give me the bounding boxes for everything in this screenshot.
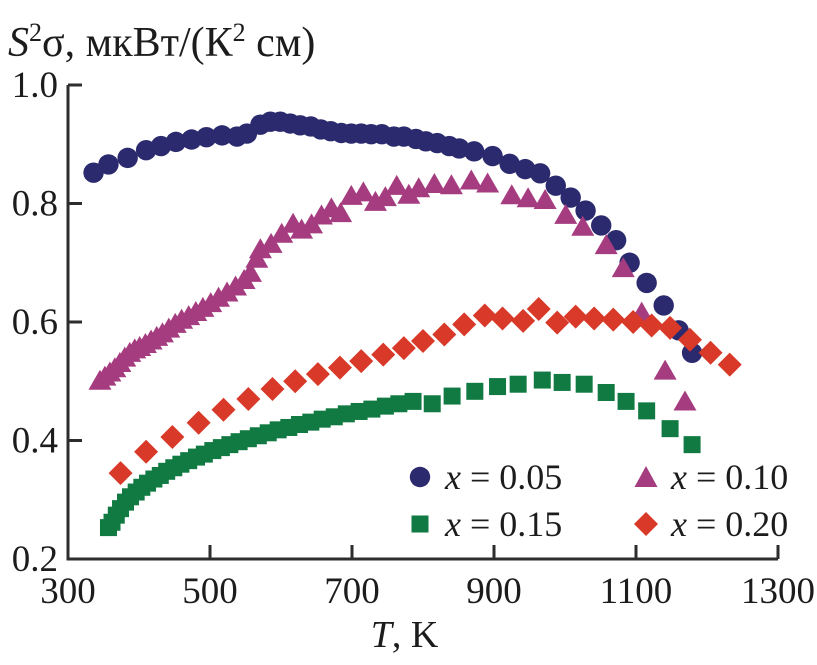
legend-value: = 0.05: [460, 457, 563, 497]
title-units-left: σ, мкВт/(К: [42, 20, 233, 66]
series-x-0.05: [83, 111, 703, 364]
legend-var: x: [445, 457, 461, 497]
circle-marker-icon: [409, 466, 431, 488]
x-tick-label: 1100: [600, 571, 673, 612]
y-tick-label: 0.6: [12, 302, 58, 343]
tick-labels: 0.2 0.4 0.6 0.8 1.0 300 500 700 900 1100 1300: [12, 65, 815, 612]
legend-var: x: [671, 457, 687, 497]
legend-label: x = 0.20: [671, 503, 788, 545]
legend-value: = 0.10: [686, 457, 789, 497]
legend-item-x-0.20: x = 0.20: [633, 503, 788, 545]
x-tick-label: 500: [182, 571, 238, 612]
y-tick-label: 0.8: [12, 184, 58, 225]
x-tick-label: 1300: [741, 571, 815, 612]
legend-item-x-0.10: x = 0.10: [633, 456, 788, 498]
x-axis-label: T, K: [0, 613, 813, 657]
y-tick-label: 1.0: [12, 65, 58, 106]
diamond-marker-icon: [634, 512, 658, 536]
series-x-0.10: [88, 169, 697, 411]
title-superscript: 2: [29, 18, 42, 47]
y-tick-label: 0.4: [12, 421, 58, 462]
legend-value: = 0.20: [686, 504, 789, 544]
legend-item-x-0.05: x = 0.05: [407, 456, 562, 498]
chart-title: S2σ, мкВт/(К2 см): [8, 10, 315, 66]
legend-item-x-0.15: x = 0.15: [407, 503, 562, 545]
legend-var: x: [445, 504, 461, 544]
x-axis-units: , K: [391, 614, 439, 656]
square-marker-icon: [411, 515, 429, 533]
series-x-0.20: [108, 296, 742, 486]
axis-lines: [66, 85, 778, 561]
title-units-superscript: 2: [232, 18, 246, 47]
y-tick-label: 0.2: [12, 539, 58, 580]
axes: [66, 83, 780, 561]
legend-label: x = 0.10: [671, 456, 788, 498]
legend-label: x = 0.05: [445, 456, 562, 498]
title-units-right: см): [245, 20, 316, 66]
x-axis-variable: T: [370, 614, 392, 656]
legend-var: x: [671, 504, 687, 544]
legend-value: = 0.15: [460, 504, 563, 544]
triangle-marker-icon: [634, 466, 658, 487]
legend-label: x = 0.15: [445, 503, 562, 545]
x-tick-label: 700: [324, 571, 380, 612]
x-tick-label: 300: [40, 571, 96, 612]
title-symbol: S: [8, 20, 29, 66]
x-tick-label: 900: [466, 571, 522, 612]
series-x-0.15: [99, 371, 701, 537]
